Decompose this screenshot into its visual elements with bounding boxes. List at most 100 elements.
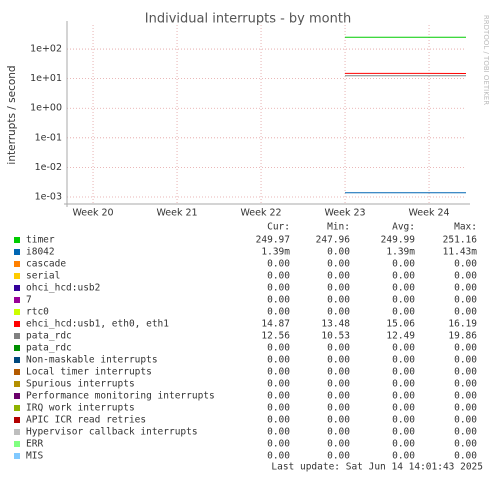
stat-value: 0.00	[454, 415, 477, 426]
stat-value: 1.39m	[261, 247, 290, 258]
legend-swatch	[14, 381, 20, 387]
y-tick-label: 1e-03	[35, 192, 62, 203]
stat-value: 0.00	[267, 367, 290, 378]
stat-value: 0.00	[454, 379, 477, 390]
x-tick-label: Week 24	[408, 208, 449, 219]
legend-swatch	[14, 441, 20, 447]
stat-header: Max:	[454, 222, 477, 233]
stat-value: 249.99	[381, 235, 416, 246]
stat-value: 0.00	[267, 295, 290, 306]
legend-swatch	[14, 393, 20, 399]
y-tick-label: 1e+01	[30, 73, 62, 84]
y-tick-label: 1e+02	[30, 44, 62, 55]
legend-label: i8042	[26, 247, 55, 258]
stat-value: 0.00	[392, 307, 415, 318]
legend-swatch	[14, 273, 20, 279]
stat-header: Min:	[327, 222, 350, 233]
legend-swatch	[14, 405, 20, 411]
stat-value: 0.00	[454, 343, 477, 354]
side-note: RRDTOOL / TOBI OETIKER	[482, 15, 490, 105]
legend-swatch	[14, 345, 20, 351]
stat-value: 0.00	[327, 271, 350, 282]
legend-swatch	[14, 285, 20, 291]
legend-swatch	[14, 369, 20, 375]
stat-value: 0.00	[327, 391, 350, 402]
stat-header: Cur:	[267, 222, 290, 233]
legend-swatch	[14, 261, 20, 267]
legend-swatch	[14, 357, 20, 363]
stat-value: 249.97	[256, 235, 290, 246]
legend-swatch	[14, 309, 20, 315]
y-tick-label: 1e+00	[30, 103, 62, 114]
legend-label: rtc0	[26, 307, 49, 318]
stat-value: 0.00	[392, 427, 415, 438]
stat-value: 0.00	[454, 355, 477, 366]
stat-value: 0.00	[327, 379, 350, 390]
stat-value: 0.00	[392, 439, 415, 450]
stat-value: 0.00	[327, 427, 350, 438]
legend-swatch	[14, 429, 20, 435]
footer: Last update: Sat Jun 14 14:01:43 2025	[271, 462, 483, 473]
stat-value: 0.00	[454, 439, 477, 450]
legend-label: timer	[26, 235, 55, 246]
stat-value: 0.00	[392, 391, 415, 402]
stat-value: 0.00	[327, 451, 350, 462]
legend-label: Spurious interrupts	[26, 379, 135, 390]
stat-value: 0.00	[327, 307, 350, 318]
x-tick-label: Week 21	[156, 208, 197, 219]
legend-label: ERR	[26, 439, 43, 450]
legend-label: Performance monitoring interrupts	[26, 391, 215, 402]
stat-value: 10.53	[321, 331, 350, 342]
stat-value: 0.00	[454, 427, 477, 438]
y-axis-label: interrupts / second	[6, 65, 18, 164]
stat-value: 0.00	[392, 259, 415, 270]
stat-value: 0.00	[454, 367, 477, 378]
stat-value: 0.00	[327, 403, 350, 414]
legend-swatch	[14, 237, 20, 243]
stat-value: 0.00	[454, 259, 477, 270]
stat-value: 0.00	[392, 355, 415, 366]
legend-label: Hypervisor callback interrupts	[26, 427, 198, 438]
stat-value: 0.00	[327, 415, 350, 426]
stat-value: 0.00	[392, 295, 415, 306]
stat-value: 0.00	[267, 259, 290, 270]
stat-value: 14.87	[261, 319, 290, 330]
legend-label: ehci_hcd:usb1, eth0, eth1	[26, 319, 169, 330]
y-tick-label: 1e-01	[35, 132, 62, 143]
legend-swatch	[14, 417, 20, 423]
stat-value: 0.00	[454, 403, 477, 414]
stat-value: 0.00	[267, 343, 290, 354]
stat-header: Avg:	[392, 222, 415, 233]
stat-value: 0.00	[454, 295, 477, 306]
legend-label: IRQ work interrupts	[26, 403, 135, 414]
legend-swatch	[14, 297, 20, 303]
stat-value: 0.00	[392, 271, 415, 282]
stat-value: 12.49	[386, 331, 415, 342]
stat-value: 0.00	[327, 343, 350, 354]
stat-value: 16.19	[448, 319, 477, 330]
stat-value: 12.56	[261, 331, 290, 342]
stat-value: 0.00	[392, 451, 415, 462]
stat-value: 0.00	[454, 271, 477, 282]
stat-value: 0.00	[267, 415, 290, 426]
stat-value: 0.00	[454, 307, 477, 318]
legend-label: APIC ICR read retries	[26, 415, 146, 426]
stat-value: 0.00	[327, 247, 350, 258]
legend-label: Non-maskable interrupts	[26, 355, 158, 366]
stat-value: 0.00	[267, 451, 290, 462]
x-tick-label: Week 22	[240, 208, 281, 219]
stat-value: 0.00	[392, 403, 415, 414]
stat-value: 0.00	[267, 283, 290, 294]
stat-value: 0.00	[327, 259, 350, 270]
stat-value: 0.00	[392, 343, 415, 354]
plot-area	[67, 25, 466, 204]
x-tick-label: Week 23	[324, 208, 365, 219]
stat-value: 0.00	[392, 415, 415, 426]
stat-value: 0.00	[392, 367, 415, 378]
stat-value: 0.00	[392, 379, 415, 390]
stat-value: 13.48	[321, 319, 350, 330]
legend-label: MIS	[26, 451, 43, 462]
stat-value: 0.00	[454, 391, 477, 402]
legend-label: ohci_hcd:usb2	[26, 283, 100, 294]
